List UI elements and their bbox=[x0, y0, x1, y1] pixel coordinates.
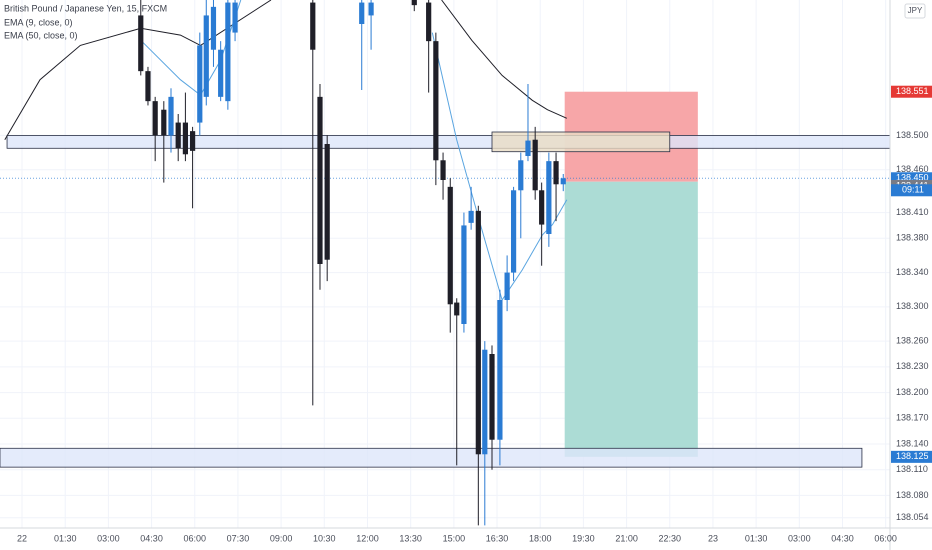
candle-body bbox=[210, 6, 217, 50]
candle-body bbox=[310, 2, 316, 50]
candle-body bbox=[138, 15, 144, 72]
candle-body bbox=[433, 41, 439, 161]
zone bbox=[6, 135, 891, 149]
x-tick-label: 01:30 bbox=[54, 533, 77, 543]
price-label: 138.450 bbox=[896, 173, 929, 183]
candle-body bbox=[152, 101, 158, 136]
candle-body bbox=[182, 122, 188, 155]
candle-body bbox=[475, 210, 481, 455]
candle-body bbox=[518, 160, 524, 191]
x-tick-label: 04:30 bbox=[831, 533, 854, 543]
y-tick-label: 138.080 bbox=[896, 490, 929, 500]
zone bbox=[491, 131, 671, 153]
candle-body bbox=[546, 161, 552, 234]
y-tick-label: 138.230 bbox=[896, 361, 929, 371]
candle-body bbox=[510, 190, 517, 273]
x-tick-label: 16:30 bbox=[486, 533, 509, 543]
x-tick-label: 09:00 bbox=[270, 533, 293, 543]
candle-body bbox=[440, 160, 446, 180]
price-label-box bbox=[891, 85, 932, 98]
candle-body bbox=[189, 131, 196, 151]
y-tick-label: 138.410 bbox=[896, 207, 929, 217]
candle-body bbox=[218, 49, 224, 97]
y-tick-label: 138.140 bbox=[896, 438, 929, 448]
candle-body bbox=[168, 96, 174, 136]
x-tick-label: 13:30 bbox=[399, 533, 422, 543]
x-tick-label: 19:30 bbox=[572, 533, 595, 543]
y-tick-label: 138.054 bbox=[896, 512, 929, 522]
candle-body bbox=[368, 2, 374, 16]
y-tick-label: 138.500 bbox=[896, 130, 929, 140]
candle-body bbox=[324, 144, 330, 260]
candle-body bbox=[426, 2, 432, 42]
countdown: 09:11 bbox=[902, 185, 924, 195]
candle-body bbox=[454, 302, 460, 316]
candle-body bbox=[411, 0, 417, 6]
candle-body bbox=[468, 210, 474, 223]
candle-body bbox=[317, 96, 323, 264]
x-tick-label: 21:00 bbox=[615, 533, 638, 543]
candle-body bbox=[539, 190, 545, 225]
y-tick-label: 138.170 bbox=[896, 413, 929, 423]
price-label: 138.125 bbox=[896, 451, 929, 461]
x-tick-label: 03:00 bbox=[788, 533, 811, 543]
y-tick-label: 138.460 bbox=[896, 164, 929, 174]
candle-body bbox=[489, 354, 495, 440]
legend-ema9: EMA (9, close, 0) bbox=[4, 17, 73, 27]
zone bbox=[0, 447, 863, 468]
candle-body bbox=[482, 349, 488, 455]
candle-body bbox=[175, 122, 181, 149]
candle-body bbox=[553, 161, 559, 185]
x-tick-label: 18:00 bbox=[529, 533, 552, 543]
countdown-box bbox=[891, 184, 932, 197]
candle-body bbox=[225, 2, 231, 102]
y-tick-label: 138.380 bbox=[896, 233, 929, 243]
x-tick-label: 06:00 bbox=[874, 533, 897, 543]
x-tick-label: 23 bbox=[708, 533, 718, 543]
candle-body bbox=[447, 186, 453, 305]
x-tick-label: 12:00 bbox=[356, 533, 379, 543]
y-tick-label: 138.110 bbox=[896, 464, 928, 474]
x-tick-label: 03:00 bbox=[97, 533, 120, 543]
x-tick-label: 22:30 bbox=[659, 533, 682, 543]
x-tick-label: 22 bbox=[17, 533, 27, 543]
x-tick-label: 01:30 bbox=[745, 533, 768, 543]
currency-box[interactable] bbox=[904, 3, 926, 19]
candle-body bbox=[497, 300, 503, 440]
price-label: 138.551 bbox=[896, 86, 929, 96]
candle-body bbox=[504, 272, 510, 300]
y-tick-label: 138.300 bbox=[896, 301, 929, 311]
candle-body bbox=[197, 45, 203, 123]
candle-body bbox=[359, 2, 365, 25]
x-tick-label: 06:00 bbox=[183, 533, 206, 543]
legend-ema50: EMA (50, close, 0) bbox=[4, 30, 78, 40]
x-tick-label: 15:00 bbox=[443, 533, 466, 543]
x-tick-label: 10:30 bbox=[313, 533, 336, 543]
target-zone bbox=[564, 181, 698, 457]
candle-body bbox=[145, 71, 151, 102]
candle-body bbox=[232, 2, 238, 33]
y-tick-label: 138.340 bbox=[896, 267, 929, 277]
x-tick-label: 04:30 bbox=[140, 533, 163, 543]
candle-body bbox=[461, 225, 467, 324]
y-tick-label: 138.200 bbox=[896, 387, 929, 397]
plot-area bbox=[0, 0, 891, 528]
candle-body bbox=[532, 139, 538, 191]
legend-symbol: British Pound / Japanese Yen, 15, FXCM bbox=[4, 3, 167, 13]
candle-body bbox=[161, 109, 167, 136]
x-tick-label: 07:30 bbox=[227, 533, 250, 543]
price-label-box bbox=[891, 450, 932, 463]
candle-body bbox=[525, 140, 531, 156]
y-tick-label: 138.260 bbox=[896, 336, 929, 346]
candle-body bbox=[560, 178, 566, 185]
currency: JPY bbox=[908, 6, 923, 15]
candle-body bbox=[203, 15, 209, 97]
